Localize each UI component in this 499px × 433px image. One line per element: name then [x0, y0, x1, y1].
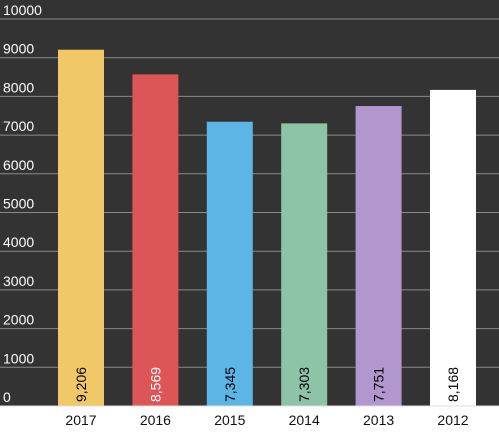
bars: [58, 49, 476, 407]
bar-value-label: 7,303: [296, 367, 312, 402]
y-tick-label: 4000: [3, 234, 34, 250]
y-axis-tick-labels: 0 1000 2000 3000 4000 5000 6000 7000 8000 9000 100…: [3, 2, 42, 405]
x-tick-label: 2013: [363, 412, 394, 428]
bar: [132, 74, 179, 406]
y-tick-label: 9000: [3, 41, 34, 57]
x-tick-label: 2012: [437, 412, 468, 428]
y-tick-label: 2000: [3, 312, 34, 328]
bar-value-label: 7,345: [222, 367, 238, 402]
x-tick-label: 2015: [214, 412, 245, 428]
x-tick-label: 2017: [65, 412, 96, 428]
y-tick-label: 7000: [3, 118, 34, 134]
bar: [281, 123, 328, 406]
x-axis-tick-labels: 2017 2016 2015 2014 2013 2012: [65, 412, 468, 428]
bar-value-label: 8,569: [147, 367, 163, 402]
y-tick-label: 0: [3, 389, 11, 405]
y-tick-label: 10000: [3, 2, 42, 18]
bar: [430, 89, 476, 406]
y-tick-label: 8000: [3, 79, 34, 95]
bar-value-labels: 9,206 8,569 7,345 7,303 7,751 8,168: [73, 367, 461, 402]
y-tick-label: 3000: [3, 273, 34, 289]
x-tick-label: 2016: [140, 412, 171, 428]
bar: [206, 121, 253, 406]
y-tick-label: 1000: [3, 350, 34, 366]
x-axis-band: [0, 407, 499, 433]
bar: [355, 106, 402, 406]
bar-value-label: 9,206: [73, 367, 89, 402]
y-tick-label: 5000: [3, 196, 34, 212]
y-tick-label: 6000: [3, 157, 34, 173]
x-tick-label: 2014: [289, 412, 320, 428]
bar-value-label: 7,751: [371, 367, 387, 402]
bar: [58, 49, 104, 407]
bar-value-label: 8,168: [445, 367, 461, 402]
